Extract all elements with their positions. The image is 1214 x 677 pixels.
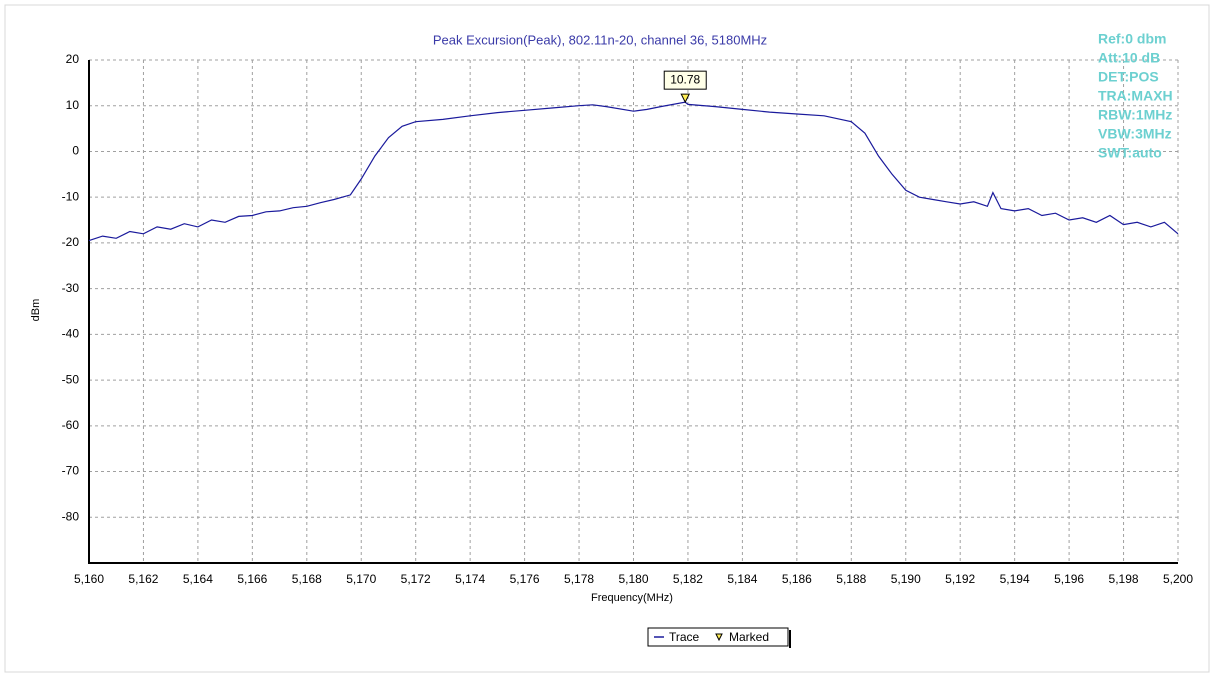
- x-tick-label: 5,198: [1109, 572, 1139, 586]
- x-tick-label: 5,188: [836, 572, 866, 586]
- y-tick-label: 0: [72, 144, 79, 158]
- marker-label: 10.78: [670, 72, 700, 86]
- x-tick-label: 5,170: [346, 572, 376, 586]
- x-tick-label: 5,166: [237, 572, 267, 586]
- x-tick-label: 5,176: [510, 572, 540, 586]
- x-tick-label: 5,192: [945, 572, 975, 586]
- y-tick-label: -60: [62, 418, 80, 432]
- x-tick-label: 5,168: [292, 572, 322, 586]
- marker: [680, 93, 691, 104]
- y-tick-label: -30: [62, 281, 80, 295]
- legend-label: Trace: [669, 630, 700, 644]
- marker-label-box: [663, 70, 707, 90]
- x-tick-label: 5,196: [1054, 572, 1084, 586]
- x-tick-label: 5,174: [455, 572, 485, 586]
- y-tick-label: 10: [66, 98, 80, 112]
- x-tick-label: 5,186: [782, 572, 812, 586]
- info-text: SWT:auto: [1098, 145, 1162, 161]
- info-text: DET:POS: [1098, 69, 1159, 85]
- y-tick-label: -20: [62, 235, 80, 249]
- x-tick-label: 5,180: [618, 572, 648, 586]
- info-text: VBW:3MHz: [1098, 126, 1172, 142]
- x-tick-label: 5,184: [727, 572, 757, 586]
- x-tick-label: 5,194: [1000, 572, 1030, 586]
- x-tick-label: 5,178: [564, 572, 594, 586]
- info-text: RBW:1MHz: [1098, 107, 1172, 123]
- x-tick-label: 5,200: [1163, 572, 1193, 586]
- x-tick-label: 5,160: [74, 572, 104, 586]
- y-tick-label: -10: [62, 189, 80, 203]
- trace-line: [88, 101, 1179, 242]
- legend-label: Marked: [729, 630, 769, 644]
- y-tick-label: -50: [62, 372, 80, 386]
- y-tick-label: -80: [62, 509, 80, 523]
- x-tick-label: 5,190: [891, 572, 921, 586]
- frame: [4, 4, 1210, 673]
- x-tick-label: 5,182: [673, 572, 703, 586]
- x-tick-label: 5,164: [183, 572, 213, 586]
- info-text: Att:10 dB: [1098, 50, 1160, 66]
- info-text: TRA:MAXH: [1098, 88, 1173, 104]
- info-text: Ref:0 dbm: [1098, 31, 1166, 47]
- y-tick-label: -70: [62, 464, 80, 478]
- y-tick-label: -40: [62, 327, 80, 341]
- y-tick-label: 20: [66, 52, 80, 66]
- x-tick-label: 5,172: [401, 572, 431, 586]
- chart-title: Peak Excursion(Peak), 802.11n-20, channe…: [433, 32, 767, 47]
- legend-marker-sample: [715, 633, 723, 642]
- x-axis-label: Frequency(MHz): [591, 592, 673, 604]
- y-axis-label: dBm: [30, 299, 42, 322]
- x-tick-label: 5,162: [128, 572, 158, 586]
